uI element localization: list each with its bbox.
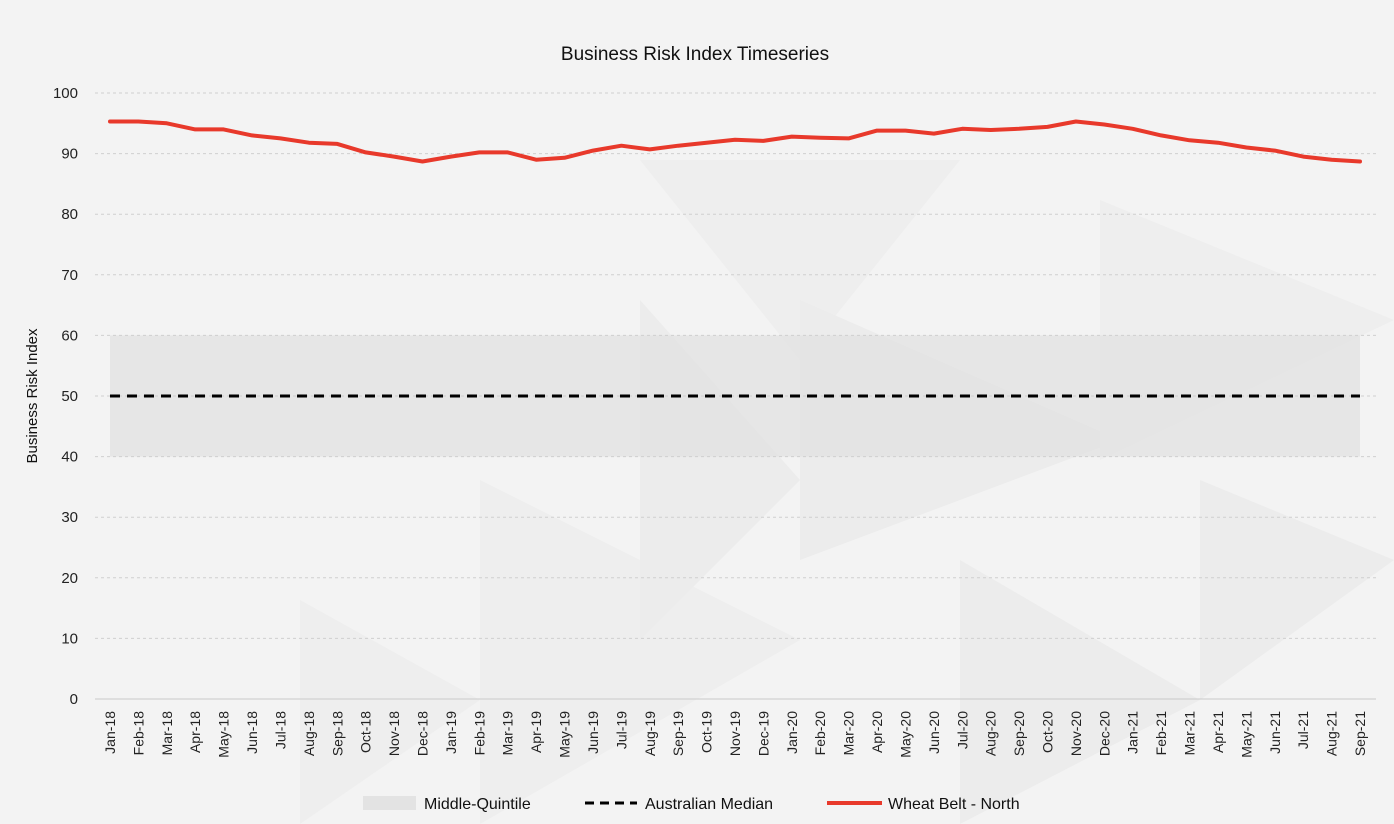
y-tick-label: 100 bbox=[53, 85, 78, 102]
x-tick-label: Mar-20 bbox=[841, 711, 857, 756]
background-shape bbox=[640, 160, 960, 360]
x-tick-label: Jul-20 bbox=[954, 711, 970, 749]
legend-label-middle-quintile: Middle-Quintile bbox=[424, 796, 531, 813]
chart-title: Business Risk Index Timeseries bbox=[561, 44, 829, 65]
x-tick-label: Jan-21 bbox=[1125, 711, 1141, 754]
y-tick-label: 0 bbox=[70, 691, 78, 708]
x-tick-label: Oct-20 bbox=[1040, 711, 1056, 753]
x-tick-label: Feb-21 bbox=[1153, 711, 1169, 756]
x-tick-label: Jun-18 bbox=[244, 711, 260, 754]
x-tick-label: Jun-20 bbox=[926, 711, 942, 754]
legend-label-australian-median: Australian Median bbox=[645, 796, 773, 813]
x-tick-label: Apr-21 bbox=[1210, 711, 1226, 753]
background-shape bbox=[480, 480, 800, 824]
x-tick-label: Jul-21 bbox=[1295, 711, 1311, 749]
background-shape bbox=[960, 560, 1200, 824]
legend-swatch-middle-quintile bbox=[363, 796, 416, 810]
background-shape bbox=[1200, 480, 1394, 700]
legend: Middle-Quintile Australian Median Wheat Be… bbox=[363, 796, 1020, 813]
y-tick-label: 40 bbox=[61, 449, 78, 466]
y-tick-label: 90 bbox=[61, 146, 78, 163]
x-tick-label: Feb-18 bbox=[130, 711, 146, 756]
x-tick-label: Aug-19 bbox=[642, 711, 658, 756]
x-tick-label: Jul-18 bbox=[273, 711, 289, 749]
x-tick-label: Jun-21 bbox=[1267, 711, 1283, 754]
x-tick-label: Mar-21 bbox=[1182, 711, 1198, 756]
x-tick-label: Aug-20 bbox=[983, 711, 999, 756]
y-tick-label: 70 bbox=[61, 267, 78, 284]
background-shape bbox=[300, 600, 480, 824]
x-tick-label: Dec-20 bbox=[1096, 711, 1112, 756]
x-tick-label: Apr-18 bbox=[187, 711, 203, 753]
x-tick-label: Jan-20 bbox=[784, 711, 800, 754]
wheat-belt-north-line bbox=[108, 119, 1362, 164]
x-tick-label: Oct-18 bbox=[358, 711, 374, 753]
x-tick-label: Apr-19 bbox=[528, 711, 544, 753]
x-tick-label: Dec-19 bbox=[755, 711, 771, 756]
x-tick-label: Feb-20 bbox=[812, 711, 828, 756]
x-tick-label: May-19 bbox=[557, 711, 573, 758]
x-tick-label: May-21 bbox=[1238, 711, 1254, 758]
x-tick-label: Apr-20 bbox=[869, 711, 885, 753]
x-tick-label: Nov-19 bbox=[727, 711, 743, 756]
x-tick-label: Jul-19 bbox=[613, 711, 629, 749]
y-tick-label: 10 bbox=[61, 630, 78, 647]
y-tick-label: 30 bbox=[61, 509, 78, 526]
x-tick-label: Mar-19 bbox=[500, 711, 516, 756]
x-tick-label: Mar-18 bbox=[159, 711, 175, 756]
y-axis-label: Business Risk Index bbox=[24, 328, 41, 464]
x-tick-label: Jan-18 bbox=[102, 711, 118, 754]
x-tick-label: Jun-19 bbox=[585, 711, 601, 754]
x-tick-label: Nov-20 bbox=[1068, 711, 1084, 756]
x-tick-label: Sep-18 bbox=[329, 711, 345, 756]
x-tick-label: Sep-20 bbox=[1011, 711, 1027, 756]
x-tick-label: May-20 bbox=[898, 711, 914, 758]
y-tick-label: 20 bbox=[61, 570, 78, 587]
x-tick-label: Nov-18 bbox=[386, 711, 402, 756]
x-tick-label: Dec-18 bbox=[415, 711, 431, 756]
x-tick-label: Oct-19 bbox=[699, 711, 715, 753]
y-tick-label: 60 bbox=[61, 327, 78, 344]
y-tick-label: 50 bbox=[61, 388, 78, 405]
x-tick-label: May-18 bbox=[216, 711, 232, 758]
legend-label-wheat-belt-north: Wheat Belt - North bbox=[888, 796, 1020, 813]
x-tick-label: Aug-18 bbox=[301, 711, 317, 756]
x-tick-label: Aug-21 bbox=[1324, 711, 1340, 756]
x-tick-label: Jan-19 bbox=[443, 711, 459, 754]
x-tick-label: Sep-21 bbox=[1352, 711, 1368, 756]
x-tick-label: Feb-19 bbox=[471, 711, 487, 756]
y-tick-label: 80 bbox=[61, 206, 78, 223]
x-tick-label: Sep-19 bbox=[670, 711, 686, 756]
